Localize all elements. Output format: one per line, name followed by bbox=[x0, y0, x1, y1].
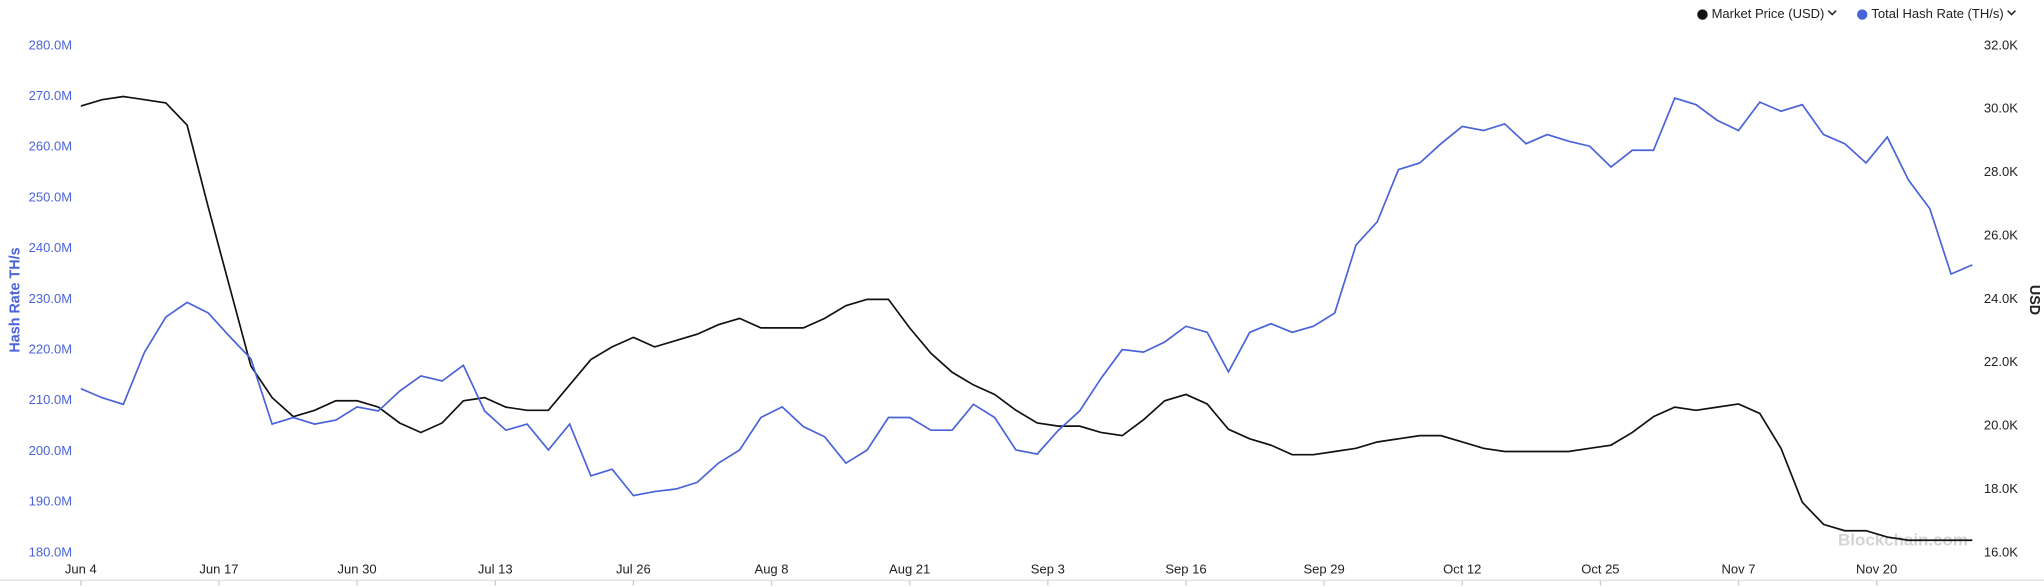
x-tick-label: Jul 13 bbox=[478, 561, 513, 576]
y-tick-label: 240.0M bbox=[29, 240, 72, 255]
x-tick-label: Nov 7 bbox=[1722, 561, 1756, 576]
legend-chevron bbox=[2007, 10, 2017, 16]
y-tick-label: 260.0M bbox=[29, 139, 72, 154]
x-tick-label: Sep 29 bbox=[1303, 561, 1344, 576]
series-line bbox=[80, 95, 1973, 542]
legend-label[interactable]: Market Price (USD) bbox=[1712, 6, 1825, 21]
y2-tick-label: 18.0K bbox=[1984, 481, 2018, 496]
y2-tick-label: 24.0K bbox=[1984, 291, 2018, 306]
series-line bbox=[80, 97, 1973, 497]
y2-tick-label: 16.0K bbox=[1984, 544, 2018, 559]
y-tick-label: 190.0M bbox=[29, 494, 72, 509]
y-tick-label: 280.0M bbox=[29, 37, 72, 52]
x-tick-label: Oct 25 bbox=[1581, 561, 1619, 576]
x-tick-label: Jun 30 bbox=[338, 561, 377, 576]
y-tick-label: 210.0M bbox=[29, 392, 72, 407]
x-tick-label: Oct 12 bbox=[1443, 561, 1481, 576]
y-axis-title: Hash Rate TH/s bbox=[7, 247, 23, 352]
y-tick-label: 270.0M bbox=[29, 88, 72, 103]
y2-tick-label: 26.0K bbox=[1984, 227, 2018, 242]
y2-axis-title: USD bbox=[2026, 285, 2042, 315]
y2-tick-label: 28.0K bbox=[1984, 164, 2018, 179]
y-tick-label: 200.0M bbox=[29, 443, 72, 458]
y-tick-label: 220.0M bbox=[29, 342, 72, 357]
y2-tick-label: 20.0K bbox=[1984, 418, 2018, 433]
x-tick-label: Aug 8 bbox=[755, 561, 789, 576]
x-tick-label: Jun 17 bbox=[199, 561, 238, 576]
legend-swatch bbox=[1857, 9, 1868, 20]
y2-tick-label: 32.0K bbox=[1984, 37, 2018, 52]
y-tick-label: 230.0M bbox=[29, 291, 72, 306]
y2-tick-label: 30.0K bbox=[1984, 101, 2018, 116]
x-tick-label: Sep 3 bbox=[1031, 561, 1065, 576]
legend-label[interactable]: Total Hash Rate (TH/s) bbox=[1871, 6, 2003, 21]
legend-chevron bbox=[1827, 10, 1837, 16]
x-tick-label: Sep 16 bbox=[1165, 561, 1206, 576]
x-tick-label: Jul 26 bbox=[616, 561, 651, 576]
y-tick-label: 250.0M bbox=[29, 189, 72, 204]
legend-swatch bbox=[1697, 9, 1708, 20]
x-tick-label: Jun 4 bbox=[65, 561, 97, 576]
y-tick-label: 180.0M bbox=[29, 544, 72, 559]
x-tick-label: Nov 20 bbox=[1856, 561, 1897, 576]
y2-tick-label: 22.0K bbox=[1984, 354, 2018, 369]
x-tick-label: Aug 21 bbox=[889, 561, 930, 576]
